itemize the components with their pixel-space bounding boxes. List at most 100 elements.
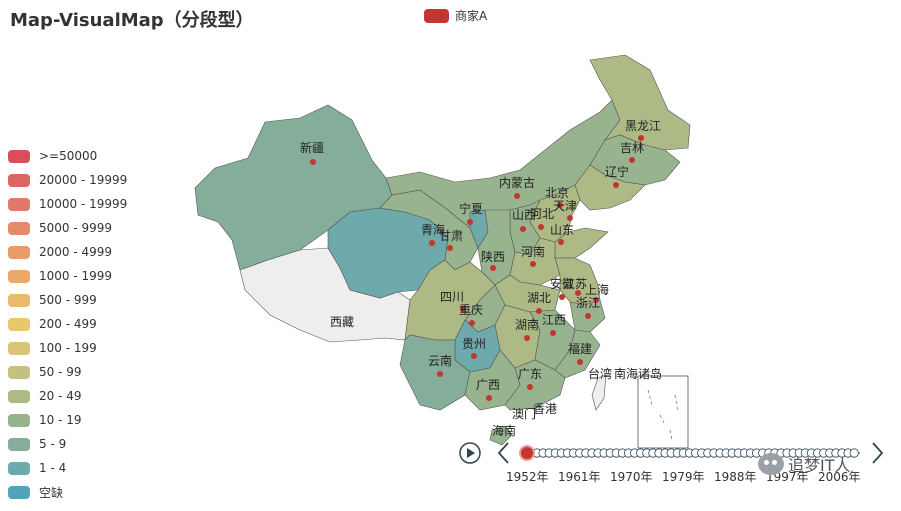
visual-map-piece[interactable]: 50 - 99 <box>8 360 127 384</box>
visual-map-piece[interactable]: 100 - 199 <box>8 336 127 360</box>
visual-map-piece[interactable]: 1 - 4 <box>8 456 127 480</box>
visual-map-swatch <box>8 461 30 475</box>
region-fujian[interactable] <box>554 329 601 379</box>
visual-map-label: 5000 - 9999 <box>39 221 113 235</box>
timeline-label: 1961年 <box>558 470 601 484</box>
label-guangdong: 广东 <box>518 367 542 381</box>
label-shaanxi: 陕西 <box>481 249 505 264</box>
visual-map-swatch <box>8 413 30 427</box>
visual-map-piece[interactable]: 200 - 499 <box>8 312 127 336</box>
label-qinghai: 青海 <box>421 222 445 237</box>
nanhai-inset <box>637 375 689 449</box>
timeline-label: 2006年 <box>818 470 861 484</box>
region-guangdong[interactable] <box>504 359 566 411</box>
region-liaoning[interactable] <box>574 164 646 211</box>
label-ningxia: 宁夏 <box>459 201 483 216</box>
visual-map-label: 2000 - 4999 <box>39 245 113 259</box>
visual-map-piece[interactable]: 20000 - 19999 <box>8 168 127 192</box>
wechat-icon <box>758 453 784 475</box>
visual-map-swatch <box>8 245 30 259</box>
label-heilongjiang: 黑龙江 <box>625 119 661 133</box>
label-liaoning: 辽宁 <box>605 164 629 179</box>
region-taiwan[interactable] <box>591 374 607 411</box>
visual-map-piece[interactable]: >=50000 <box>8 144 127 168</box>
label-xianggang: 香港 <box>533 402 557 416</box>
label-beijing: 北京 <box>545 186 569 200</box>
timeline-next-icon[interactable] <box>872 442 884 464</box>
timeline-play-button[interactable] <box>459 442 481 464</box>
visual-map-piece[interactable]: 1000 - 1999 <box>8 264 127 288</box>
label-henan: 河南 <box>521 244 545 259</box>
label-jiangxi: 江西 <box>542 313 566 327</box>
visual-map-label: 100 - 199 <box>39 341 97 355</box>
label-anhui: 安徽 <box>550 276 574 291</box>
visual-map-piece[interactable]: 10000 - 19999 <box>8 192 127 216</box>
visual-map-piece[interactable]: 2000 - 4999 <box>8 240 127 264</box>
visual-map-label: 1 - 4 <box>39 461 67 475</box>
label-aomen: 澳门 <box>512 406 536 421</box>
label-jiangsu: 江苏 <box>563 277 587 291</box>
visual-map-legend[interactable]: >=50000 20000 - 19999 10000 - 19999 5000 - … <box>8 144 127 504</box>
timeline-prev-icon[interactable] <box>497 442 509 464</box>
visual-map-label: 200 - 499 <box>39 317 97 331</box>
label-taiwan: 台湾 <box>588 366 612 381</box>
label-fujian: 福建 <box>568 341 592 356</box>
label-shanghai: 上海 <box>585 282 609 297</box>
label-neimenggu: 内蒙古 <box>499 175 535 190</box>
visual-map-label: 10 - 19 <box>39 413 82 427</box>
visual-map-swatch <box>8 365 30 379</box>
visual-map-piece[interactable]: 20 - 49 <box>8 384 127 408</box>
visual-map-swatch <box>8 149 30 163</box>
nanhai-dashes <box>647 389 679 441</box>
visual-map-label: 1000 - 1999 <box>39 269 113 283</box>
visual-map-piece[interactable]: 500 - 999 <box>8 288 127 312</box>
timeline-current-handle[interactable] <box>519 445 535 461</box>
timeline-label: 1979年 <box>662 470 705 484</box>
label-hunan: 湖南 <box>515 317 539 332</box>
label-nanhai: 南海诸岛 <box>614 366 662 381</box>
chart-title: Map-VisualMap（分段型） <box>10 10 254 31</box>
visual-map-piece[interactable]: 5 - 9 <box>8 432 127 456</box>
timeline-tick[interactable] <box>849 448 859 458</box>
visual-map-swatch <box>8 221 30 235</box>
label-jilin: 吉林 <box>620 141 644 155</box>
label-hainan: 海南 <box>492 423 516 438</box>
visual-map-piece[interactable]: 5000 - 9999 <box>8 216 127 240</box>
label-chongqing: 重庆 <box>459 303 483 317</box>
visual-map-label: 20000 - 19999 <box>39 173 128 187</box>
visual-map-label: 500 - 999 <box>39 293 97 307</box>
visual-map-swatch <box>8 437 30 451</box>
visual-map-label: 20 - 49 <box>39 389 82 403</box>
visual-map-label: 空缺 <box>39 485 64 500</box>
visual-map-label: 10000 - 19999 <box>39 197 128 211</box>
label-shandong: 山东 <box>550 223 574 237</box>
timeline-label: 1952年 <box>506 470 549 484</box>
region-hainan[interactable] <box>489 425 513 446</box>
visual-map-swatch <box>8 389 30 403</box>
label-tianjin: 天津 <box>553 199 577 213</box>
visual-map-piece[interactable]: 10 - 19 <box>8 408 127 432</box>
visual-map-piece[interactable]: 空缺 <box>8 480 127 504</box>
label-xinjiang: 新疆 <box>300 140 324 155</box>
watermark: 追梦IT人 <box>758 452 851 476</box>
visual-map-swatch <box>8 269 30 283</box>
label-hebei: 河北 <box>530 207 554 221</box>
visual-map-label: >=50000 <box>39 149 98 163</box>
visual-map-swatch <box>8 485 30 499</box>
capital-dots <box>310 135 644 401</box>
visual-map-swatch <box>8 341 30 355</box>
series-legend[interactable]: 商家A <box>424 7 487 24</box>
timeline-label: 1988年 <box>714 470 757 484</box>
label-sichuan: 四川 <box>440 290 464 304</box>
legend-swatch <box>424 8 449 23</box>
label-shanxi: 山西 <box>512 208 536 222</box>
label-yunnan: 云南 <box>428 353 452 368</box>
visual-map-swatch <box>8 293 30 307</box>
visual-map-swatch <box>8 197 30 211</box>
label-xizang: 西藏 <box>330 315 354 329</box>
visual-map-swatch <box>8 173 30 187</box>
label-hubei: 湖北 <box>527 290 551 305</box>
label-gansu: 甘肃 <box>439 229 463 243</box>
